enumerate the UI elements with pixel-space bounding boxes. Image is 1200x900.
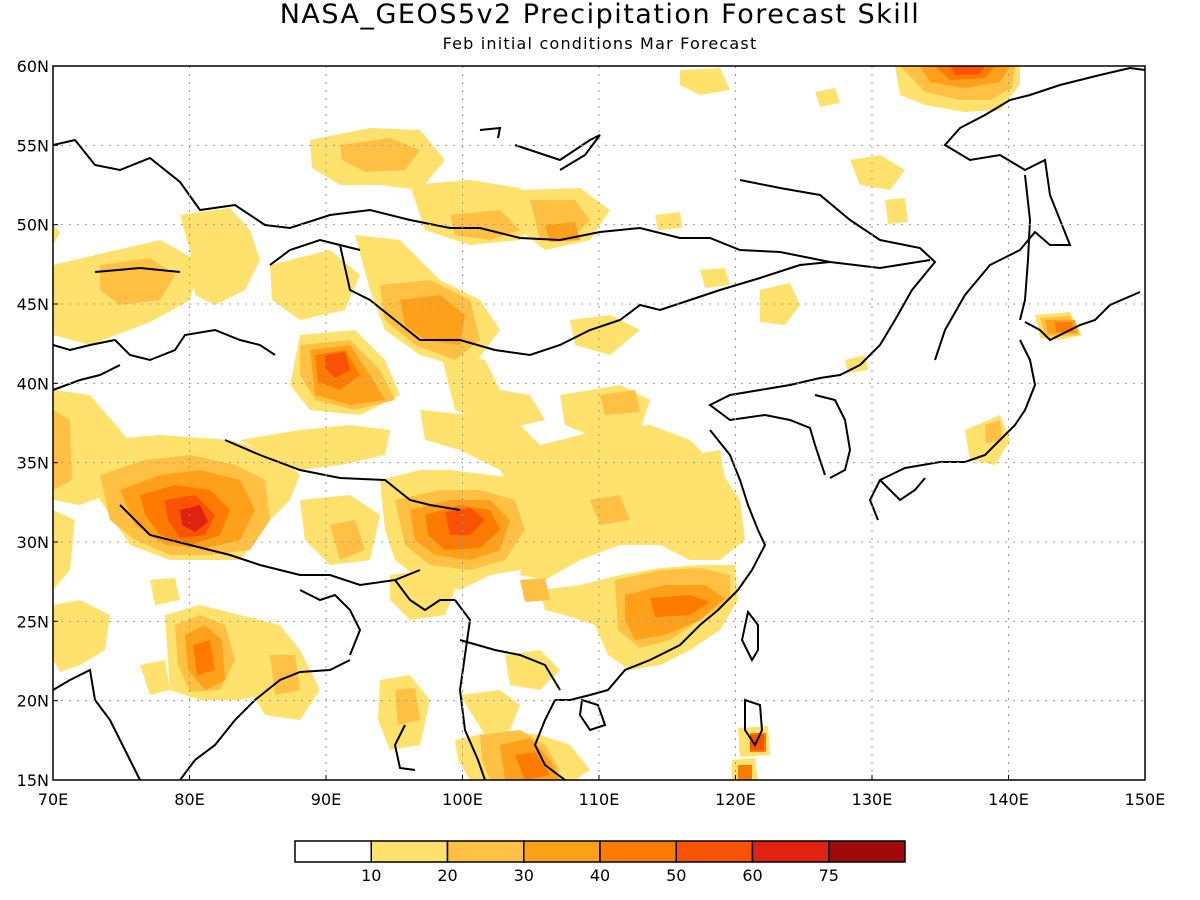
y-axis: 15N 20N 25N 30N 35N 40N 45N 50N 55N 60N xyxy=(17,57,58,790)
x-tick-label: 110E xyxy=(579,790,620,809)
coastline-path xyxy=(744,698,764,748)
coastline-path xyxy=(393,724,416,771)
map-title: NASA_GEOS5v2 Precipitation Forecast Skil… xyxy=(279,0,921,30)
colorbar-swatch xyxy=(675,840,754,863)
colorbar-label: 75 xyxy=(819,866,839,885)
colorbar-label: 60 xyxy=(742,866,762,885)
coastline-path xyxy=(94,266,181,273)
x-tick-label: 90E xyxy=(311,790,341,809)
y-tick-label: 25N xyxy=(17,612,49,631)
y-tick-label: 30N xyxy=(17,533,49,552)
coastline-path xyxy=(459,639,561,691)
coastline-path xyxy=(740,609,759,663)
y-tick-label: 35N xyxy=(17,454,49,473)
y-tick-label: 20N xyxy=(17,692,49,711)
colorbar: 10 20 30 40 50 60 75 xyxy=(294,840,906,885)
coastline-path xyxy=(394,579,455,612)
coastline-path xyxy=(514,134,601,171)
colorbar-swatch xyxy=(294,840,372,863)
coastline-path xyxy=(1019,174,1032,321)
colorbar-label: 20 xyxy=(437,866,457,885)
y-tick-label: 40N xyxy=(17,374,49,393)
colorbar-swatch xyxy=(751,840,830,863)
coastline-path xyxy=(533,699,566,780)
coastline-path xyxy=(1024,291,1141,342)
coastline-path xyxy=(555,429,767,701)
colorbar-swatch xyxy=(370,840,449,863)
y-tick-label: 55N xyxy=(17,136,49,155)
colorbar-swatch xyxy=(446,840,525,863)
coastline-path xyxy=(454,599,486,780)
colorbar-swatch xyxy=(828,840,906,863)
coastline-path xyxy=(53,328,276,362)
coastline-path xyxy=(53,364,121,391)
x-tick-label: 120E xyxy=(715,790,756,809)
x-tick-label: 140E xyxy=(988,790,1029,809)
coastline-path xyxy=(479,126,502,139)
coastline-path xyxy=(814,394,852,479)
coastline-path xyxy=(299,589,362,656)
map-subtitle: Feb initial conditions Mar Forecast xyxy=(442,34,758,53)
coastline-path xyxy=(578,698,607,732)
colorbar-label: 10 xyxy=(361,866,381,885)
coastline-path xyxy=(119,504,421,587)
gridlines xyxy=(53,66,1145,780)
coastline-path xyxy=(53,138,931,270)
y-tick-label: 15N xyxy=(17,771,49,790)
coastline-path xyxy=(224,439,461,511)
y-tick-label: 60N xyxy=(17,57,49,76)
coastline-path xyxy=(934,66,1145,361)
coastline-path xyxy=(179,659,351,780)
coastline-path xyxy=(339,244,831,357)
colorbar-label: 40 xyxy=(590,866,610,885)
x-tick-label: 100E xyxy=(442,790,483,809)
colorbar-swatch xyxy=(599,840,677,863)
colorbar-label: 50 xyxy=(666,866,686,885)
colorbar-swatch xyxy=(523,840,601,863)
coastline-path xyxy=(708,364,861,476)
skill-band-60-75 xyxy=(180,505,208,532)
colorbar-label: 30 xyxy=(514,866,534,885)
coastline-path xyxy=(739,179,937,366)
y-tick-label: 50N xyxy=(17,216,49,235)
coastline-path xyxy=(879,477,926,502)
skill-shading xyxy=(53,66,1082,780)
coastline-path xyxy=(269,238,361,266)
x-tick-label: 70E xyxy=(38,790,68,809)
coastline-path xyxy=(53,668,141,780)
x-tick-label: 150E xyxy=(1125,790,1166,809)
y-tick-label: 45N xyxy=(17,295,49,314)
coastlines xyxy=(53,66,1145,780)
x-axis: 70E 80E 90E 100E 110E 120E 130E 140E 150E xyxy=(38,775,1166,809)
x-tick-label: 80E xyxy=(174,790,204,809)
x-tick-label: 130E xyxy=(852,790,893,809)
